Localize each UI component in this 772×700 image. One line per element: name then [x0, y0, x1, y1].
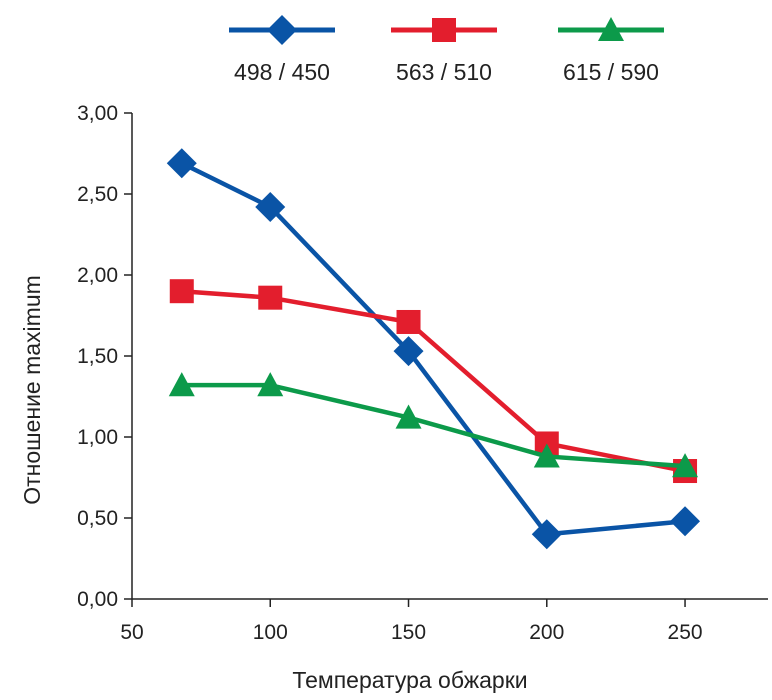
series-3 — [168, 372, 699, 478]
x-tick-label: 100 — [253, 621, 288, 644]
y-tick-label: 0,50 — [77, 507, 118, 530]
legend-marker — [598, 17, 624, 42]
axes: 0,00 0,50 1,00 1,50 2,00 2,50 3,00 50 100 150 200 2… — [77, 102, 768, 644]
legend-item: 498 / 450 — [229, 15, 335, 85]
y-tick-label: 0,00 — [77, 588, 118, 611]
y-tick-label: 2,00 — [77, 264, 118, 287]
data-point — [255, 191, 286, 222]
data-point — [395, 404, 422, 429]
y-axis-title: Отношение maximum — [19, 275, 45, 505]
data-point — [533, 443, 560, 468]
data-point — [396, 309, 421, 334]
x-tick-label: 200 — [529, 621, 564, 644]
legend-marker — [267, 15, 297, 45]
data-point — [257, 372, 284, 397]
data-point — [672, 453, 699, 478]
data-point — [258, 285, 283, 310]
y-tick-label: 1,50 — [77, 345, 118, 368]
data-point — [166, 148, 197, 179]
y-tick-label: 1,00 — [77, 426, 118, 449]
legend-label: 615 / 590 — [563, 59, 659, 85]
y-tick-label: 2,50 — [77, 183, 118, 206]
data-point — [169, 279, 194, 304]
series-line — [180, 161, 686, 537]
series-layer — [166, 148, 701, 550]
legend-label: 498 / 450 — [234, 59, 330, 85]
data-point — [168, 372, 195, 397]
y-tick-label: 3,00 — [77, 102, 118, 125]
data-point — [531, 519, 562, 550]
series-2 — [169, 279, 698, 484]
series-1 — [166, 148, 701, 550]
legend-item: 615 / 590 — [558, 17, 664, 85]
data-point — [670, 506, 701, 537]
x-tick-label: 250 — [668, 621, 703, 644]
legend-label: 563 / 510 — [396, 59, 492, 85]
data-point — [393, 336, 424, 367]
x-tick-label: 150 — [391, 621, 426, 644]
x-tick-label: 50 — [120, 621, 143, 644]
legend-item: 563 / 510 — [391, 18, 497, 85]
legend: 498 / 450 563 / 510 615 / 590 — [229, 15, 664, 85]
legend-marker — [432, 18, 456, 42]
x-axis-title: Температура обжарки — [292, 667, 527, 693]
